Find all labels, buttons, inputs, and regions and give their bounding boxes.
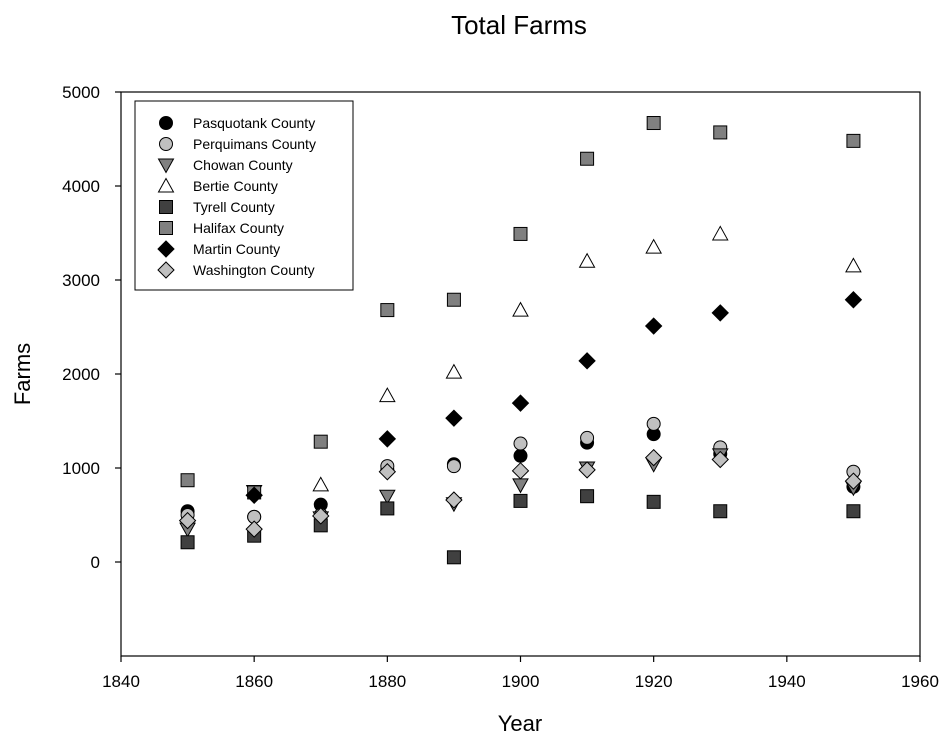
data-point [178, 511, 197, 530]
legend-marker [157, 240, 175, 258]
series-washington-county [178, 448, 863, 538]
data-point [378, 489, 396, 505]
legend-label: Tyrell County [193, 199, 275, 215]
data-point [645, 238, 663, 254]
data-point [711, 450, 729, 469]
x-tick-label: 1900 [502, 672, 540, 691]
legend-marker [159, 200, 173, 214]
legend-label: Martin County [193, 241, 280, 257]
data-point [713, 504, 728, 519]
y-tick-label: 5000 [62, 83, 100, 102]
data-point [713, 125, 728, 140]
data-point [180, 535, 195, 550]
legend-label: Washington County [193, 262, 315, 278]
x-tick-label: 1960 [901, 672, 939, 691]
data-point [711, 225, 729, 241]
y-tick-label: 0 [91, 553, 100, 572]
data-point [313, 434, 328, 449]
data-point [378, 430, 397, 448]
x-tick-label: 1840 [102, 672, 140, 691]
data-point [845, 257, 862, 273]
y-axis-title: Farms [10, 343, 35, 405]
chart-title: Total Farms [451, 10, 587, 40]
data-point [646, 416, 661, 431]
data-point [378, 463, 397, 481]
legend-label: Bertie County [193, 178, 278, 194]
data-point [512, 478, 529, 494]
data-point [513, 448, 528, 463]
legend-marker [159, 137, 173, 151]
data-points [178, 116, 863, 565]
data-point [513, 493, 528, 508]
data-point [513, 226, 528, 241]
data-point [646, 116, 661, 131]
data-point [380, 303, 395, 318]
legend-label: Halifax County [193, 220, 284, 236]
legend-marker [157, 261, 175, 279]
legend-frame [134, 100, 354, 291]
legend-marker [157, 177, 175, 193]
x-axis: 1840 1860 1880 1900 1920 1940 1960 [102, 656, 939, 691]
data-point [513, 436, 528, 451]
data-point [580, 151, 595, 166]
x-axis-title: Year [498, 711, 542, 736]
data-point [511, 462, 530, 480]
data-point [578, 352, 596, 370]
data-point [380, 501, 395, 516]
x-tick-label: 1940 [768, 672, 806, 691]
legend: Pasquotank County Perquimans County Chowan… [134, 100, 354, 291]
data-point [445, 409, 463, 427]
data-point [445, 491, 463, 509]
data-point [644, 448, 663, 467]
data-point [511, 394, 530, 412]
legend-marker [157, 158, 175, 174]
data-point [844, 291, 863, 309]
data-point [180, 473, 195, 488]
legend-marker [159, 221, 173, 235]
data-point [312, 476, 330, 492]
legend-label: Pasquotank County [193, 115, 315, 131]
x-tick-label: 1920 [635, 672, 673, 691]
data-point [711, 304, 729, 322]
series-martin-county [245, 291, 863, 504]
series-bertie-county [312, 225, 862, 492]
y-tick-label: 2000 [62, 365, 100, 384]
data-point [512, 301, 529, 317]
data-point [844, 472, 863, 490]
y-tick-label: 1000 [62, 459, 100, 478]
data-point [580, 489, 595, 504]
legend-label: Perquimans County [193, 136, 316, 152]
y-axis: 0 1000 2000 3000 4000 5000 [62, 83, 121, 572]
x-tick-label: 1880 [368, 672, 406, 691]
data-point [245, 520, 263, 538]
data-point [312, 507, 330, 525]
data-point [580, 430, 595, 445]
legend-marker [159, 116, 173, 130]
data-point [646, 494, 661, 509]
data-point [245, 486, 263, 504]
y-tick-label: 4000 [62, 177, 100, 196]
data-point [446, 550, 461, 565]
data-point [446, 459, 461, 474]
data-point [578, 252, 596, 268]
data-point [578, 461, 596, 479]
y-tick-label: 3000 [62, 271, 100, 290]
data-point [446, 292, 461, 307]
data-point [445, 363, 463, 379]
series-tyrell-county [180, 489, 861, 565]
data-point [846, 133, 861, 148]
legend-label: Chowan County [193, 157, 293, 173]
data-point [644, 317, 663, 335]
x-tick-label: 1860 [235, 672, 273, 691]
data-point [846, 504, 861, 519]
data-point [378, 387, 396, 403]
